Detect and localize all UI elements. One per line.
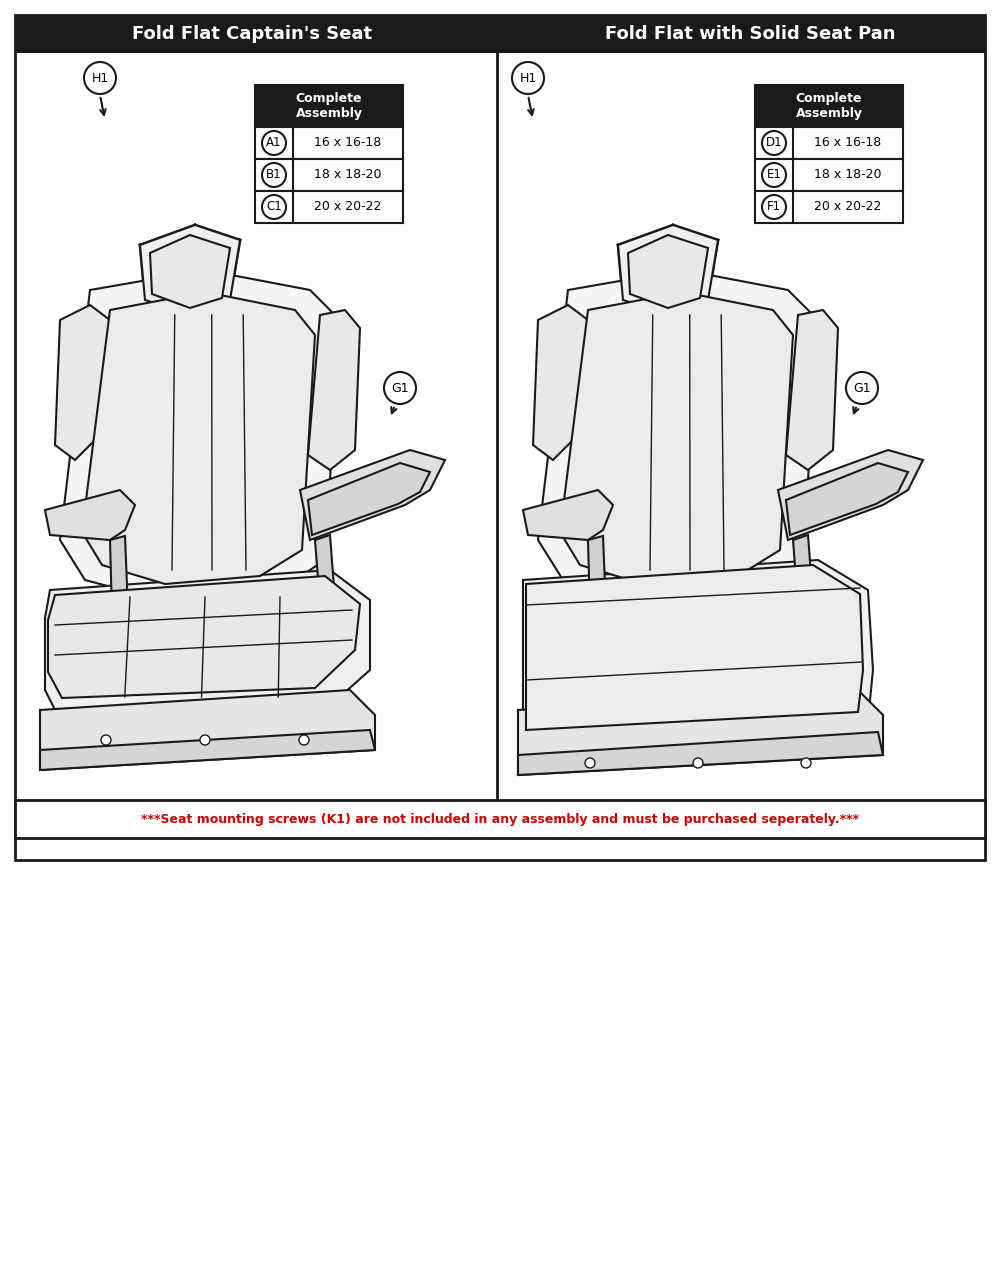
Bar (255, 127, 403, 158)
Text: 18 x 18-20: 18 x 18-20 (814, 169, 882, 181)
Polygon shape (786, 462, 908, 535)
Bar (755, 191, 903, 223)
Polygon shape (300, 450, 445, 540)
Bar (15, 15, 985, 53)
Polygon shape (786, 310, 838, 470)
Circle shape (299, 735, 309, 745)
Polygon shape (60, 270, 340, 601)
Polygon shape (150, 234, 230, 308)
Text: H1: H1 (91, 71, 109, 85)
Text: A1: A1 (266, 137, 282, 150)
Circle shape (200, 735, 210, 745)
Text: D1: D1 (766, 137, 782, 150)
Bar (255, 158, 403, 191)
Polygon shape (628, 234, 708, 308)
Circle shape (84, 62, 116, 94)
Polygon shape (778, 450, 923, 540)
Text: Fold Flat Captain's Seat: Fold Flat Captain's Seat (132, 25, 372, 43)
Polygon shape (560, 291, 793, 584)
Text: 18 x 18-20: 18 x 18-20 (314, 169, 382, 181)
Circle shape (262, 195, 286, 219)
Polygon shape (55, 305, 110, 460)
Circle shape (762, 131, 786, 155)
Polygon shape (518, 691, 883, 775)
Circle shape (762, 195, 786, 219)
Text: H1: H1 (519, 71, 537, 85)
Circle shape (384, 372, 416, 404)
Text: F1: F1 (767, 200, 781, 214)
Polygon shape (618, 226, 718, 315)
Polygon shape (40, 691, 375, 770)
Polygon shape (40, 730, 375, 770)
Circle shape (512, 62, 544, 94)
Polygon shape (308, 310, 360, 470)
Circle shape (801, 758, 811, 768)
Bar (255, 191, 403, 223)
Polygon shape (538, 270, 818, 601)
Polygon shape (523, 560, 873, 740)
Text: 16 x 16-18: 16 x 16-18 (314, 137, 382, 150)
Circle shape (693, 758, 703, 768)
Polygon shape (140, 226, 240, 315)
Text: E1: E1 (767, 169, 781, 181)
Polygon shape (793, 535, 813, 606)
Circle shape (585, 758, 595, 768)
Polygon shape (526, 565, 863, 730)
Polygon shape (518, 732, 883, 775)
Polygon shape (588, 536, 606, 614)
Bar (755, 127, 903, 158)
Polygon shape (523, 490, 613, 540)
Text: 20 x 20-22: 20 x 20-22 (314, 200, 382, 214)
Text: ***Seat mounting screws (K1) are not included in any assembly and must be purcha: ***Seat mounting screws (K1) are not inc… (141, 812, 859, 826)
Bar (15, 15, 985, 860)
Text: 16 x 16-18: 16 x 16-18 (814, 137, 882, 150)
Circle shape (262, 163, 286, 188)
Text: Complete
Assembly: Complete Assembly (296, 92, 362, 120)
Polygon shape (308, 462, 430, 535)
Text: Fold Flat with Solid Seat Pan: Fold Flat with Solid Seat Pan (605, 25, 895, 43)
Bar (755, 85, 903, 127)
Polygon shape (45, 490, 135, 540)
Circle shape (101, 735, 111, 745)
Polygon shape (315, 535, 335, 606)
Text: G1: G1 (391, 381, 409, 394)
Text: B1: B1 (266, 169, 282, 181)
Polygon shape (82, 291, 315, 584)
Text: C1: C1 (266, 200, 282, 214)
Polygon shape (48, 576, 360, 698)
Circle shape (262, 131, 286, 155)
Circle shape (846, 372, 878, 404)
Circle shape (762, 163, 786, 188)
Polygon shape (110, 536, 128, 614)
Polygon shape (533, 305, 588, 460)
Bar (15, 799, 985, 837)
Text: 20 x 20-22: 20 x 20-22 (814, 200, 882, 214)
Text: G1: G1 (853, 381, 871, 394)
Bar (755, 158, 903, 191)
Text: Complete
Assembly: Complete Assembly (796, 92, 862, 120)
Polygon shape (45, 570, 370, 720)
Bar (255, 85, 403, 127)
